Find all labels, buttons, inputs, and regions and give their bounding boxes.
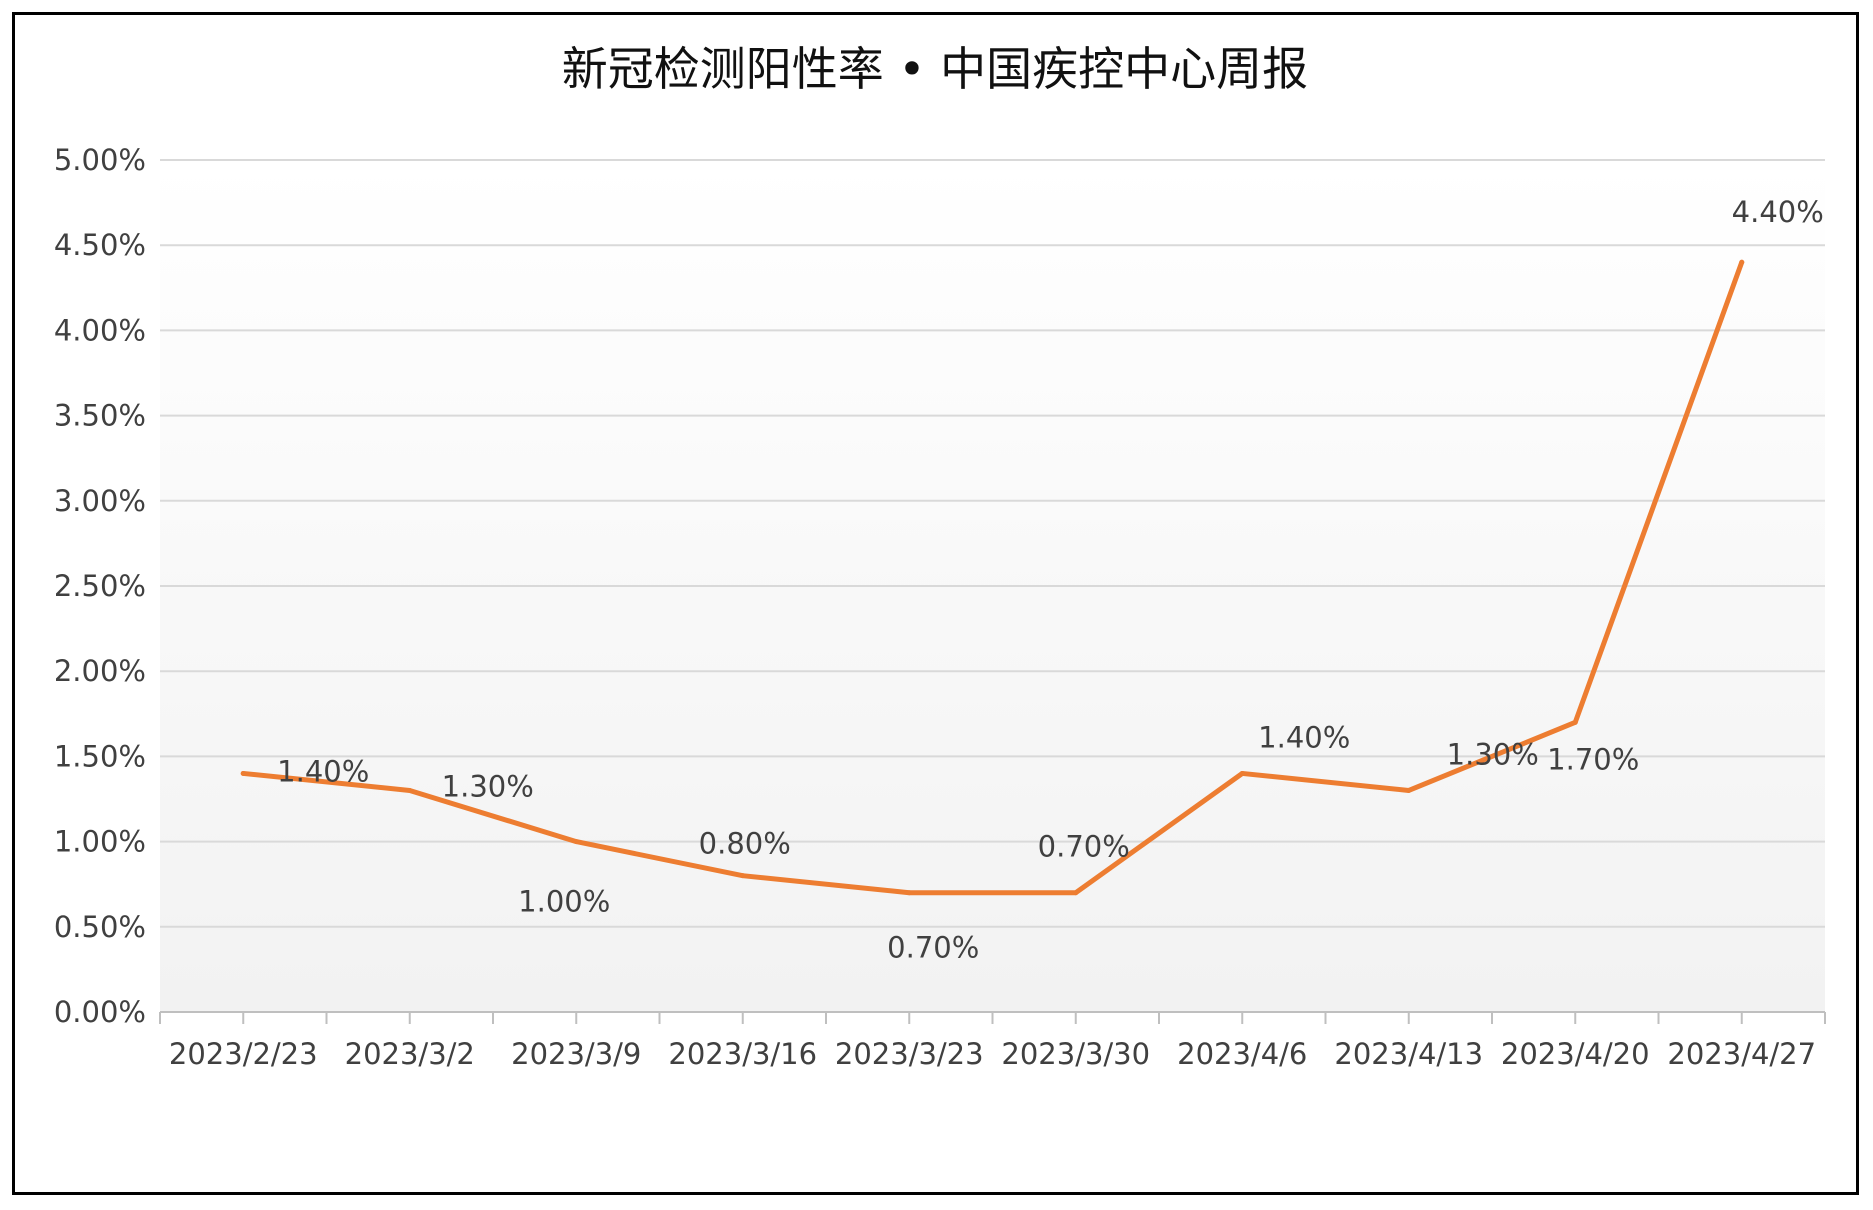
- x-tick-label: 2023/3/9: [511, 1037, 641, 1071]
- chart-frame: 新冠检测阳性率 • 中国疾控中心周报 0.00% 0.50% 1.00% 1.50% 2…: [12, 12, 1859, 1195]
- y-tick-label: 4.50%: [54, 228, 146, 262]
- data-label: 1.30%: [1447, 737, 1539, 771]
- data-label: 0.80%: [699, 827, 791, 861]
- line-chart: 新冠检测阳性率 • 中国疾控中心周报 0.00% 0.50% 1.00% 1.50% 2…: [54, 42, 1826, 1071]
- data-point: [906, 890, 912, 896]
- series-line: [240, 259, 1745, 896]
- y-tick-label: 4.00%: [54, 313, 146, 347]
- y-tick-label: 0.00%: [54, 995, 146, 1029]
- y-tick-label: 5.00%: [54, 143, 146, 177]
- data-point: [1073, 890, 1079, 896]
- data-point: [1406, 787, 1412, 793]
- y-tick-label: 0.50%: [54, 910, 146, 944]
- gridlines: [160, 159, 1825, 928]
- x-tick-label: 2023/3/30: [1001, 1037, 1150, 1071]
- y-tick-label: 3.50%: [54, 399, 146, 433]
- x-tick-label: 2023/4/13: [1334, 1037, 1483, 1071]
- x-tick-label: 2023/4/6: [1177, 1037, 1307, 1071]
- data-label: 1.70%: [1547, 742, 1639, 776]
- data-point: [407, 787, 413, 793]
- y-tick-label: 1.50%: [54, 739, 146, 773]
- data-label: 4.40%: [1732, 195, 1824, 229]
- chart-title: 新冠检测阳性率 • 中国疾控中心周报: [562, 42, 1308, 96]
- data-label: 1.30%: [442, 769, 534, 803]
- data-point: [740, 873, 746, 879]
- data-label: 0.70%: [1038, 830, 1130, 864]
- data-label: 0.70%: [887, 931, 979, 965]
- data-labels: 1.40% 1.30% 1.00% 0.80% 0.70% 0.70% 1.40% 1.30%…: [277, 195, 1824, 964]
- data-label: 1.40%: [277, 754, 369, 788]
- x-tick-label: 2023/3/23: [835, 1037, 984, 1071]
- y-axis: 0.00% 0.50% 1.00% 1.50% 2.00% 2.50% 3.00% 3.50%…: [54, 143, 146, 1029]
- y-tick-label: 3.00%: [54, 484, 146, 518]
- y-tick-label: 2.50%: [54, 569, 146, 603]
- x-tick-label: 2023/4/20: [1501, 1037, 1650, 1071]
- x-tick-label: 2023/3/16: [668, 1037, 817, 1071]
- x-axis: 2023/2/23 2023/3/2 2023/3/9 2023/3/16 2023/3…: [159, 1011, 1826, 1071]
- data-label: 1.00%: [518, 885, 610, 919]
- x-tick-label: 2023/3/2: [345, 1037, 475, 1071]
- data-point: [1572, 719, 1578, 725]
- data-point: [1239, 770, 1245, 776]
- data-point: [1739, 259, 1745, 265]
- data-point: [240, 770, 246, 776]
- x-tick-label: 2023/4/27: [1667, 1037, 1816, 1071]
- series-layer: [240, 259, 1745, 896]
- y-tick-label: 1.00%: [54, 825, 146, 859]
- y-tick-label: 2.00%: [54, 654, 146, 688]
- data-label: 1.40%: [1258, 720, 1350, 754]
- data-point: [573, 839, 579, 845]
- x-tick-label: 2023/2/23: [169, 1037, 318, 1071]
